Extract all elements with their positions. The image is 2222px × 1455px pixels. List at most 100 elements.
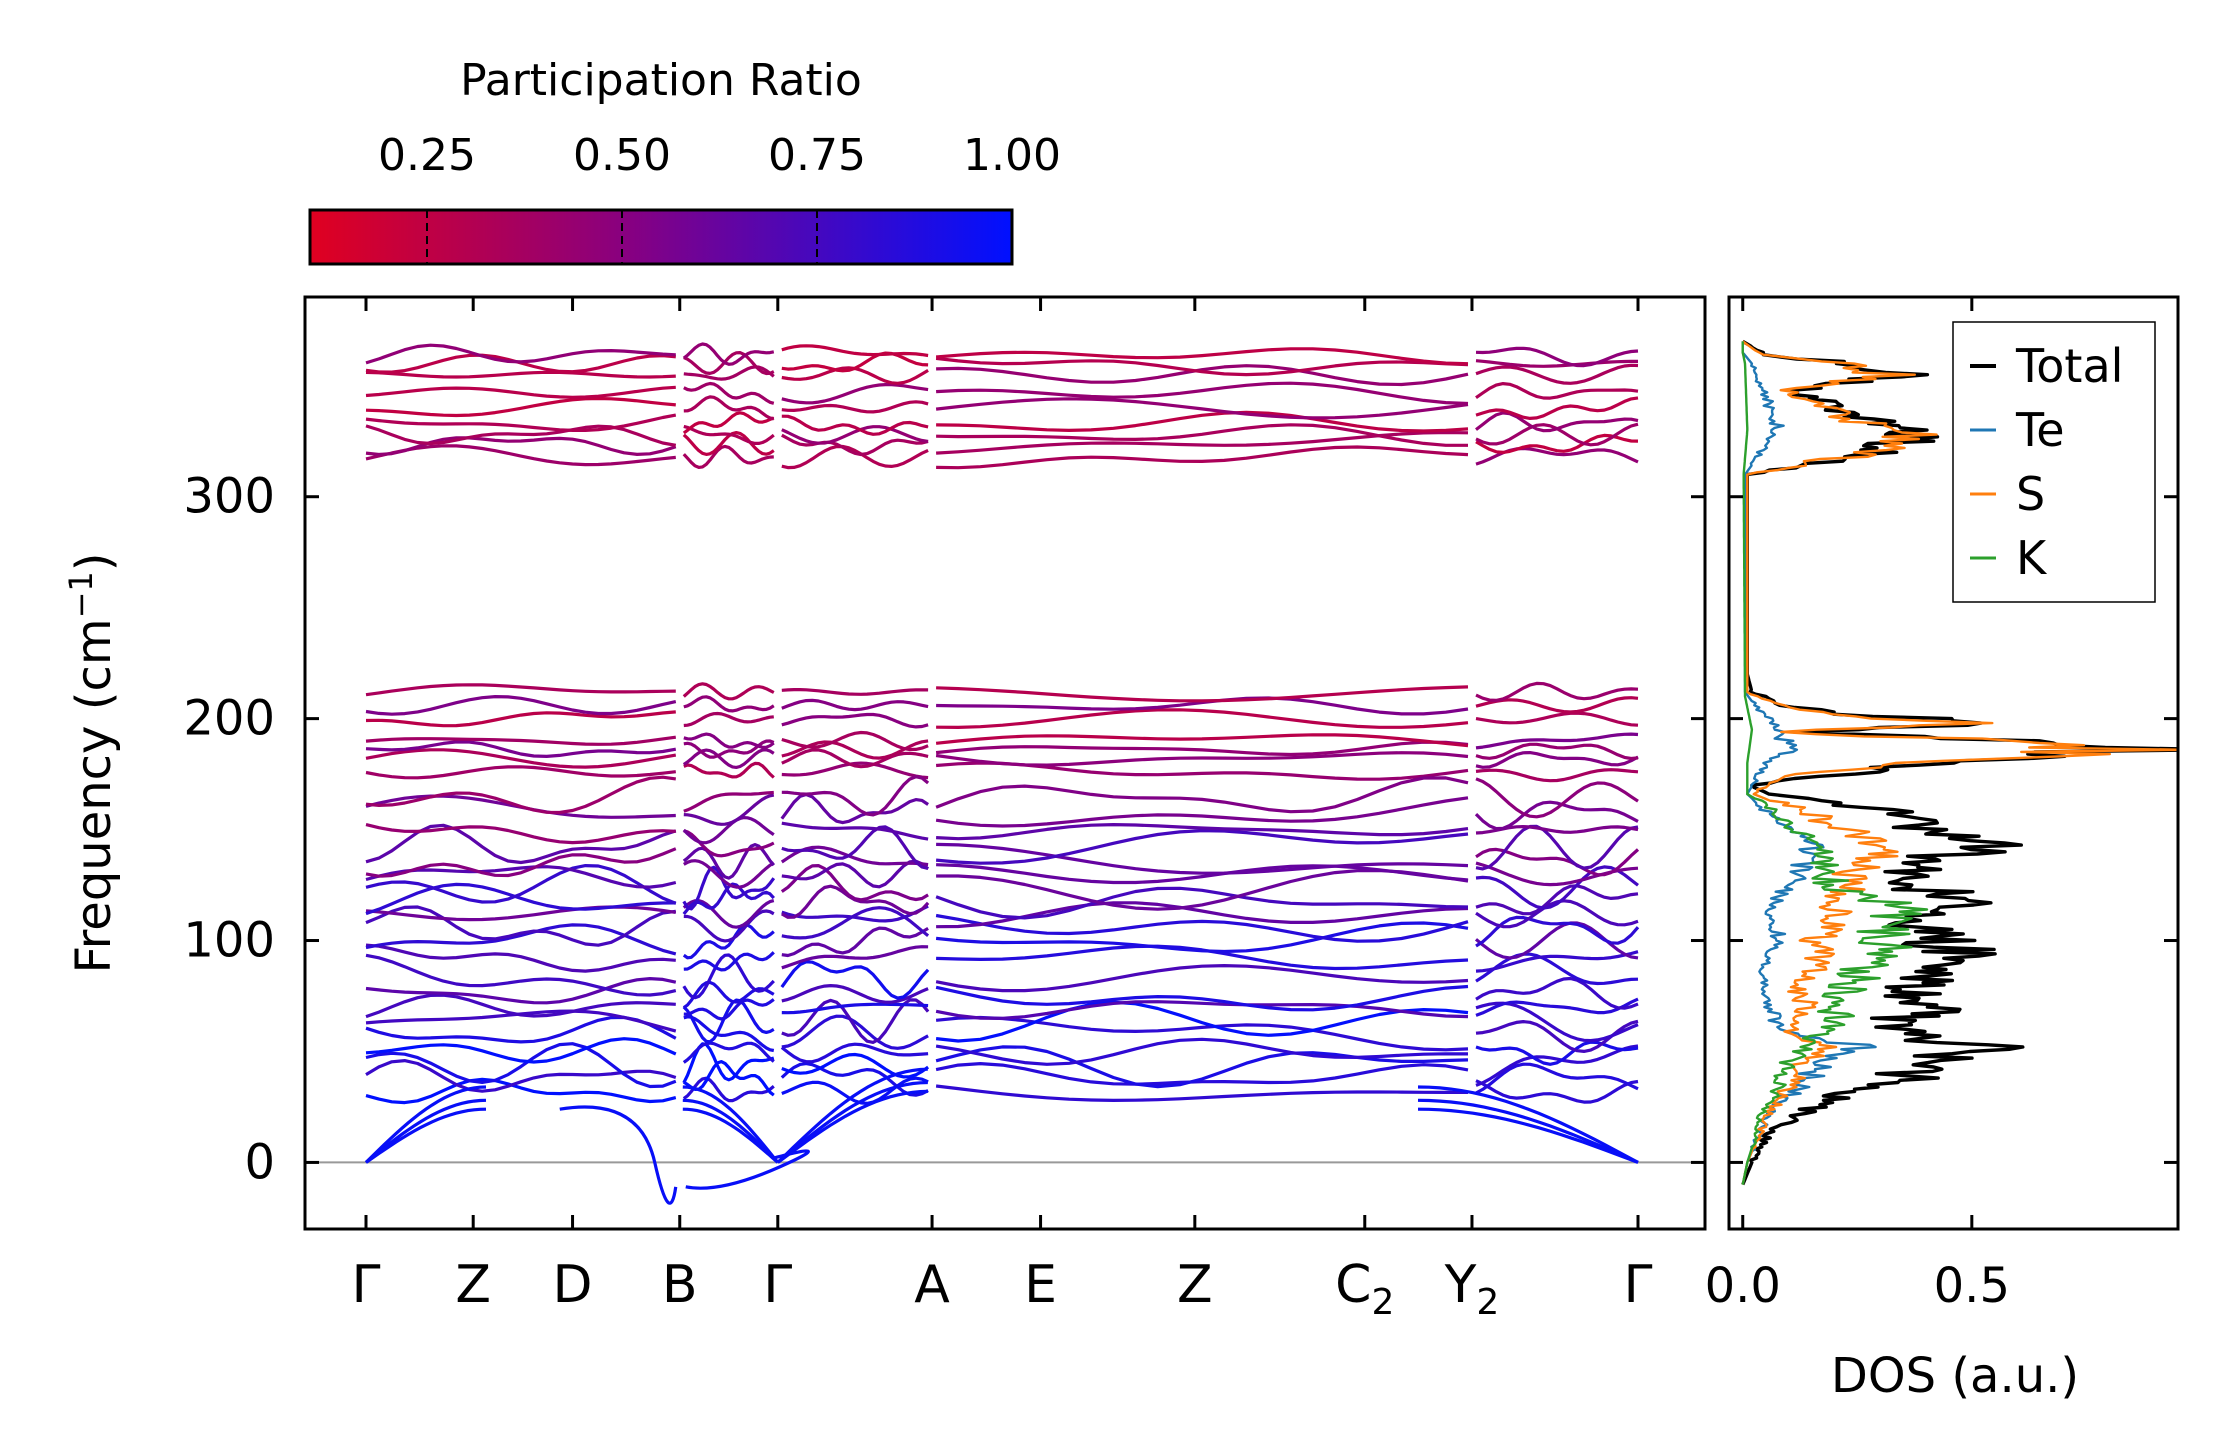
phonon-band bbox=[365, 1037, 677, 1064]
x-tick-label: D bbox=[553, 1255, 593, 1315]
phonon-band bbox=[683, 998, 775, 1021]
phonon-band bbox=[365, 923, 677, 956]
phonon-band bbox=[683, 951, 775, 972]
dos-x-tick-label: 0.5 bbox=[1934, 1258, 2010, 1314]
acoustic-branch bbox=[364, 1085, 487, 1164]
phonon-band bbox=[1475, 1062, 1639, 1095]
phonon-band bbox=[365, 735, 677, 746]
y-tick-label: 200 bbox=[183, 691, 275, 747]
y-tick-label: 100 bbox=[183, 913, 275, 969]
x-tick-label: Z bbox=[455, 1255, 491, 1315]
phonon-band bbox=[1475, 742, 1639, 761]
phonon-band bbox=[1475, 711, 1639, 727]
phonon-band bbox=[682, 816, 775, 845]
legend-label: Total bbox=[2015, 339, 2123, 393]
y-tick-label: 300 bbox=[183, 469, 275, 525]
phonon-band bbox=[781, 1002, 929, 1015]
phonon-band bbox=[781, 821, 929, 841]
phonon-band bbox=[780, 960, 930, 1000]
phonon-band bbox=[781, 400, 929, 414]
x-tick-label: Γ bbox=[352, 1255, 381, 1315]
phonon-band bbox=[935, 751, 1469, 767]
acoustic-branch bbox=[776, 1067, 928, 1164]
phonon-band bbox=[1475, 976, 1639, 1010]
phonon-band bbox=[682, 980, 775, 1009]
phonon-band bbox=[682, 882, 775, 916]
x-tick-label: Γ bbox=[1624, 1255, 1653, 1315]
phonon-band bbox=[781, 1014, 929, 1050]
phonon-band bbox=[365, 748, 677, 769]
phonon-band bbox=[780, 1062, 929, 1097]
phonon-band bbox=[683, 793, 775, 826]
phonon-band bbox=[781, 425, 929, 445]
phonon-band bbox=[935, 796, 1469, 828]
y-axis-label-sup: −1 bbox=[62, 571, 100, 618]
phonon-band bbox=[683, 711, 774, 728]
phonon-band bbox=[682, 843, 776, 880]
y-axis-label: Frequency (cm−1) bbox=[62, 552, 122, 973]
dos-curve-s bbox=[1741, 340, 2178, 1185]
phonon-band bbox=[1475, 824, 1639, 871]
x-tick-label: C2 bbox=[1335, 1255, 1394, 1323]
phonon-band bbox=[780, 864, 929, 902]
phonon-band bbox=[1475, 997, 1639, 1017]
phonon-band bbox=[365, 385, 676, 399]
phonon-band bbox=[365, 864, 677, 905]
phonon-band bbox=[365, 953, 677, 997]
phonon-band bbox=[1475, 751, 1639, 769]
dos-curve-k bbox=[1741, 341, 1929, 1185]
phonon-band bbox=[935, 964, 1469, 993]
phonon-band bbox=[683, 395, 775, 421]
acoustic-branch bbox=[776, 1089, 928, 1164]
phonon-band bbox=[682, 1041, 775, 1064]
acoustic-branch bbox=[682, 1098, 779, 1164]
phonon-band bbox=[781, 761, 929, 780]
phonon-band bbox=[365, 943, 676, 973]
phonon-band bbox=[1475, 865, 1639, 910]
dos-plot: 0.0 0.5 DOS (a.u.) Total Te SK bbox=[1705, 295, 2180, 1404]
phonon-band bbox=[935, 886, 1469, 920]
phonon-band bbox=[935, 984, 1469, 1012]
phonon-band bbox=[781, 688, 929, 696]
phonon-band bbox=[365, 413, 677, 432]
phonon-band bbox=[935, 1045, 1469, 1089]
phonon-band bbox=[365, 775, 677, 815]
phonon-band bbox=[682, 1076, 775, 1103]
phonon-band bbox=[365, 424, 677, 447]
phonon-band bbox=[781, 414, 929, 436]
phonon-band bbox=[781, 884, 930, 919]
y-tick-label: 0 bbox=[244, 1134, 275, 1190]
phonon-band bbox=[1475, 1001, 1639, 1043]
phonon-band bbox=[935, 1000, 1469, 1020]
phonon-band bbox=[682, 748, 775, 769]
dos-legend: Total Te SK bbox=[1952, 321, 2156, 603]
band-axes-frame bbox=[303, 295, 1707, 1231]
phonon-band bbox=[1475, 359, 1638, 368]
phonon-band bbox=[682, 923, 775, 960]
x-tick-label: E bbox=[1024, 1255, 1057, 1315]
phonon-band bbox=[1475, 363, 1639, 385]
phonon-band bbox=[1475, 732, 1639, 750]
phonon-band bbox=[365, 993, 676, 1019]
phonon-band bbox=[780, 792, 929, 825]
phonon-band bbox=[935, 1000, 1469, 1043]
colorbar-tick-label: 0.25 bbox=[378, 130, 476, 181]
phonon-band bbox=[781, 383, 929, 405]
phonon-band bbox=[365, 977, 677, 1005]
phonon-band bbox=[936, 708, 1469, 729]
phonon-band bbox=[365, 396, 676, 418]
phonon-band bbox=[781, 904, 929, 923]
phonon-band bbox=[682, 342, 775, 366]
phonon-band bbox=[936, 842, 1469, 875]
colorbar-title: Participation Ratio bbox=[460, 55, 862, 106]
phonon-band bbox=[365, 823, 676, 845]
phonon-band bbox=[683, 790, 774, 813]
phonon-band bbox=[1475, 396, 1639, 420]
legend-frame bbox=[1952, 321, 2156, 603]
colorbar-tick-label: 0.75 bbox=[768, 130, 866, 181]
phonon-band bbox=[365, 765, 676, 780]
phonon-band bbox=[1475, 382, 1639, 400]
colorbar: Participation Ratio 0.25 0.50 0.75 1.00 bbox=[308, 55, 1061, 266]
colorbar-tick-label: 1.00 bbox=[963, 130, 1061, 181]
phonon-band bbox=[935, 347, 1469, 366]
